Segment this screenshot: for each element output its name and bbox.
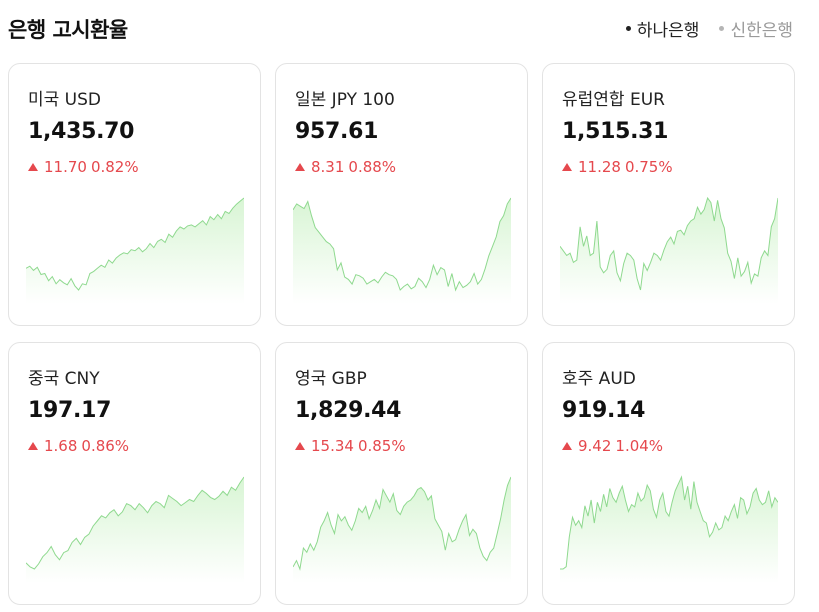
currency-rate: 957.61 — [295, 119, 379, 144]
triangle-up-icon — [28, 163, 38, 171]
rate-change: 15.34 0.85% — [295, 437, 406, 455]
change-amount: 11.28 — [578, 158, 621, 176]
change-amount: 11.70 — [44, 158, 87, 176]
change-percent: 0.85% — [357, 437, 406, 455]
triangle-up-icon — [562, 442, 572, 450]
bank-tab-shinhan[interactable]: 신한은행 — [719, 16, 793, 41]
currency-card-usd[interactable]: 미국 USD 1,435.70 11.70 0.82% — [8, 63, 261, 326]
change-amount: 15.34 — [311, 437, 354, 455]
sparkline-line — [293, 476, 511, 571]
sparkline-chart — [26, 476, 244, 583]
currency-rate: 197.17 — [28, 398, 112, 423]
sparkline-chart — [293, 476, 511, 583]
currency-name: 유럽연합 EUR — [562, 90, 665, 110]
rate-change: 11.70 0.82% — [28, 158, 139, 176]
sparkline-chart — [293, 197, 511, 304]
sparkline-chart — [560, 475, 778, 583]
bank-selector: 하나은행 신한은행 — [625, 16, 793, 41]
currency-card-aud[interactable]: 호주 AUD 919.14 9.42 1.04% — [542, 342, 795, 605]
triangle-up-icon — [28, 442, 38, 450]
page-header: 은행 고시환율 하나은행 신한은행 — [0, 0, 819, 60]
currency-name: 일본 JPY 100 — [295, 90, 395, 110]
bullet-icon — [625, 26, 631, 31]
change-percent: 0.82% — [90, 158, 139, 176]
change-percent: 0.86% — [81, 437, 130, 455]
currency-rate: 919.14 — [562, 398, 646, 423]
sparkline-area — [560, 198, 778, 304]
change-amount: 9.42 — [578, 437, 612, 455]
bullet-icon — [719, 26, 725, 31]
currency-card-cny[interactable]: 중국 CNY 197.17 1.68 0.86% — [8, 342, 261, 605]
page-title: 은행 고시환율 — [8, 18, 128, 42]
currency-name: 영국 GBP — [295, 369, 367, 389]
currency-card-jpy[interactable]: 일본 JPY 100 957.61 8.31 0.88% — [275, 63, 528, 326]
rate-change: 11.28 0.75% — [562, 158, 673, 176]
currency-name: 미국 USD — [28, 90, 102, 110]
change-amount: 1.68 — [44, 437, 78, 455]
currency-card-gbp[interactable]: 영국 GBP 1,829.44 15.34 0.85% — [275, 342, 528, 605]
sparkline-line — [560, 475, 778, 570]
currency-rate: 1,435.70 — [28, 119, 135, 144]
triangle-up-icon — [295, 442, 305, 450]
sparkline-chart — [26, 197, 244, 304]
sparkline-area — [560, 477, 778, 583]
change-amount: 8.31 — [311, 158, 345, 176]
change-percent: 1.04% — [615, 437, 664, 455]
triangle-up-icon — [295, 163, 305, 171]
rate-change: 1.68 0.86% — [28, 437, 129, 455]
currency-card-eur[interactable]: 유럽연합 EUR 1,515.31 11.28 0.75% — [542, 63, 795, 326]
rate-change: 9.42 1.04% — [562, 437, 663, 455]
sparkline-area — [26, 477, 244, 583]
bank-tab-label: 신한은행 — [730, 21, 793, 41]
currency-name: 중국 CNY — [28, 369, 100, 389]
triangle-up-icon — [562, 163, 572, 171]
rate-change: 8.31 0.88% — [295, 158, 396, 176]
bank-tab-hana[interactable]: 하나은행 — [625, 16, 700, 41]
sparkline-chart — [560, 196, 778, 304]
currency-rate: 1,515.31 — [562, 119, 669, 144]
sparkline-line — [26, 476, 244, 570]
sparkline-area — [293, 477, 511, 583]
change-percent: 0.75% — [624, 158, 673, 176]
currency-rate: 1,829.44 — [295, 398, 402, 423]
bank-tab-label: 하나은행 — [636, 21, 700, 41]
sparkline-line — [560, 196, 778, 291]
sparkline-area — [293, 198, 511, 304]
sparkline-line — [293, 197, 511, 292]
currency-grid: 미국 USD 1,435.70 11.70 0.82% 일본 JPY 100 9… — [8, 63, 795, 605]
currency-name: 호주 AUD — [562, 369, 636, 389]
sparkline-line — [26, 197, 244, 291]
change-percent: 0.88% — [348, 158, 397, 176]
